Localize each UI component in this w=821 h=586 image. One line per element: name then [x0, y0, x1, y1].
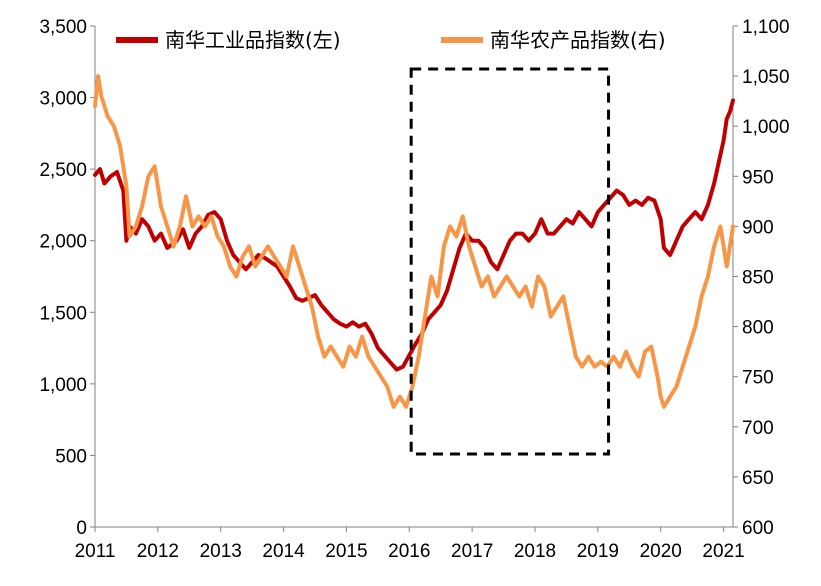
x-tick-label: 2012	[137, 541, 179, 562]
agricultural-index-line	[93, 74, 735, 409]
x-tick-label: 2020	[640, 541, 682, 562]
x-tick-label: 2013	[200, 541, 242, 562]
y-left-tick-label: 2,000	[39, 232, 87, 253]
annotations	[409, 67, 611, 456]
y-right-tick-label: 1,100	[742, 17, 790, 38]
legend: 南华工业品指数(左) 南华农产品指数(右)	[116, 28, 666, 52]
y-right-tick-label: 750	[742, 368, 774, 389]
legend-label-agricultural: 南华农产品指数(右)	[490, 28, 666, 52]
y-right-tick-label: 850	[742, 268, 774, 289]
y-left-tick-label: 2,500	[39, 160, 87, 181]
industrial-index-line	[93, 98, 735, 372]
x-tick-label: 2019	[577, 541, 619, 562]
y-left-tick-label: 0	[76, 518, 87, 539]
y-right-tick-label: 1,000	[742, 117, 790, 138]
y-right-tick-label: 700	[742, 418, 774, 439]
y-right-tick-label: 900	[742, 217, 774, 238]
legend-label-industrial: 南华工业品指数(左)	[165, 28, 341, 52]
series-lines	[93, 74, 735, 409]
y-right-tick-label: 1,050	[742, 67, 790, 88]
y-left-tick-label: 500	[55, 446, 87, 467]
x-tick-label: 2018	[514, 541, 556, 562]
y-right-tick-label: 950	[742, 167, 774, 188]
x-tick-label: 2014	[262, 541, 305, 562]
x-tick-label: 2017	[451, 541, 493, 562]
highlight-dashed-box	[409, 67, 611, 456]
x-tick-label: 2021	[702, 541, 744, 562]
y-right-tick-label: 600	[742, 518, 774, 539]
y-left-tick-label: 3,500	[39, 17, 87, 38]
x-tick-label: 2016	[388, 541, 430, 562]
y-right-tick-label: 800	[742, 318, 774, 339]
y-left-tick-label: 3,000	[39, 89, 87, 110]
axes: 0 500 1,000 1,500 2,000 2,500 3,000 3,500 600 650…	[39, 17, 789, 562]
y-left-tick-label: 1,500	[39, 303, 87, 324]
x-tick-label: 2015	[325, 541, 367, 562]
y-right-tick-label: 650	[742, 468, 774, 489]
x-tick-label: 2011	[75, 541, 116, 562]
y-left-tick-label: 1,000	[39, 375, 87, 396]
